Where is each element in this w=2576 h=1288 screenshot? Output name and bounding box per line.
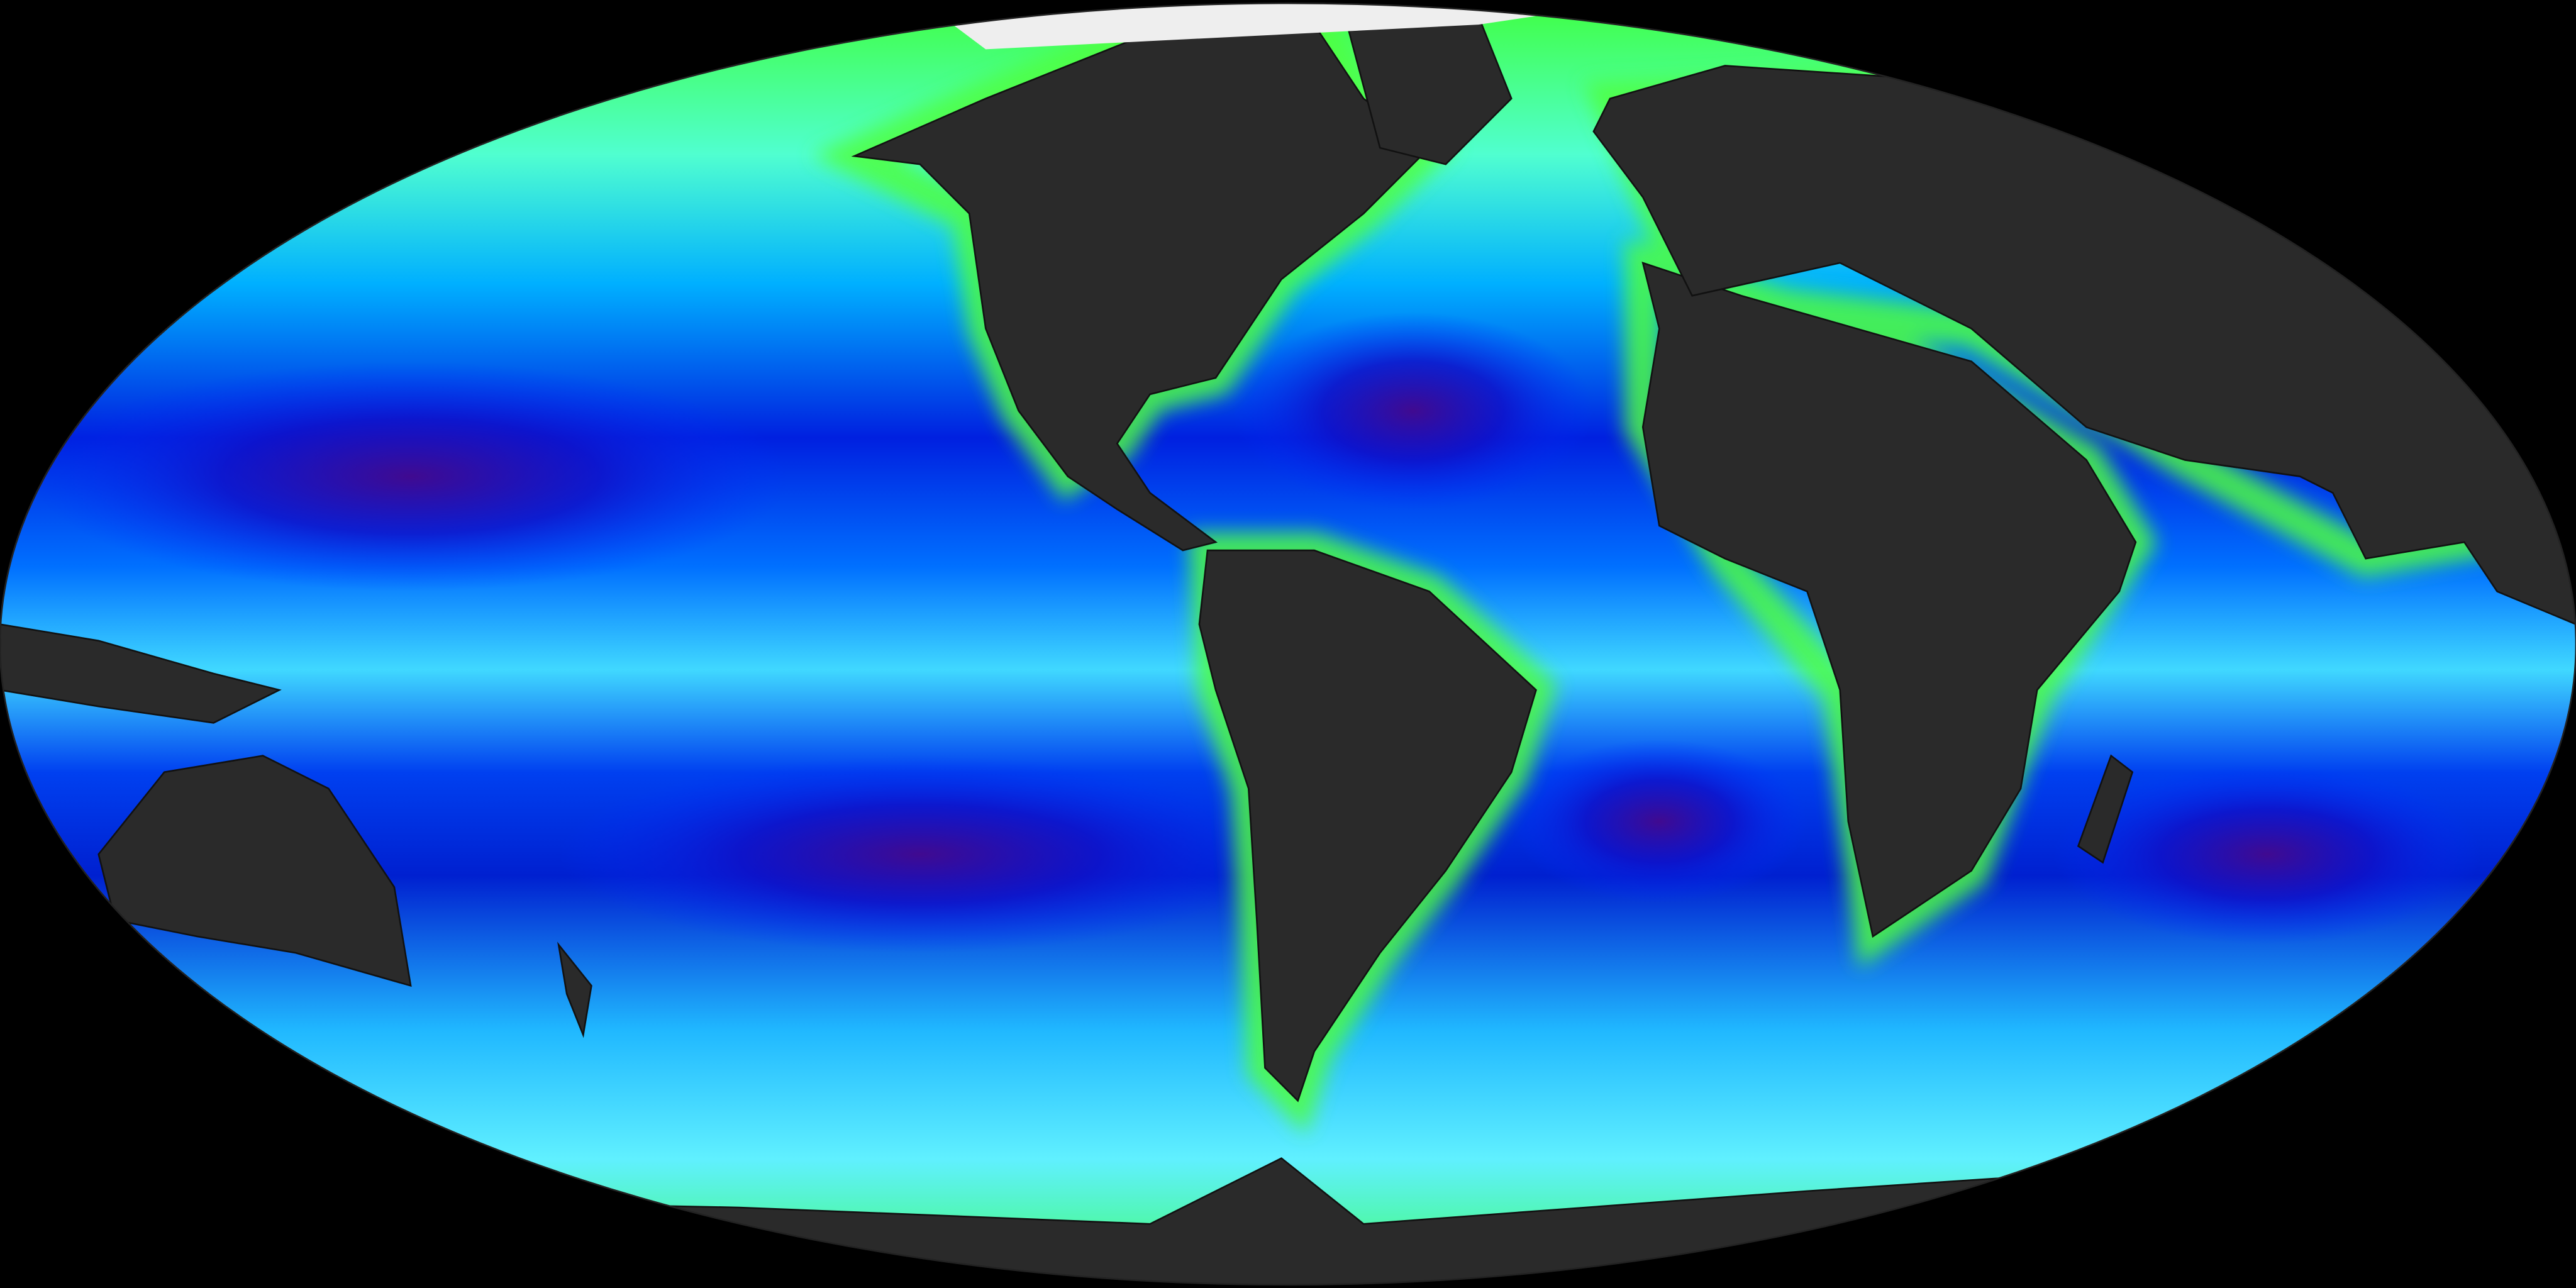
north-america	[851, 23, 1431, 552]
australia	[97, 755, 412, 987]
madagascar	[2077, 754, 2134, 864]
north-pacific-gyre	[33, 361, 789, 592]
north-atlantic-gyre	[1232, 312, 1594, 509]
indian-ocean-gyre	[2053, 763, 2481, 945]
south-atlantic-gyre	[1511, 739, 1807, 904]
new-zealand	[557, 941, 592, 1038]
indonesia	[0, 623, 282, 724]
south-america	[1198, 549, 1537, 1102]
south-pacific-gyre	[558, 755, 1282, 953]
africa	[1641, 261, 2137, 938]
arctic-ice	[919, 3, 1643, 50]
